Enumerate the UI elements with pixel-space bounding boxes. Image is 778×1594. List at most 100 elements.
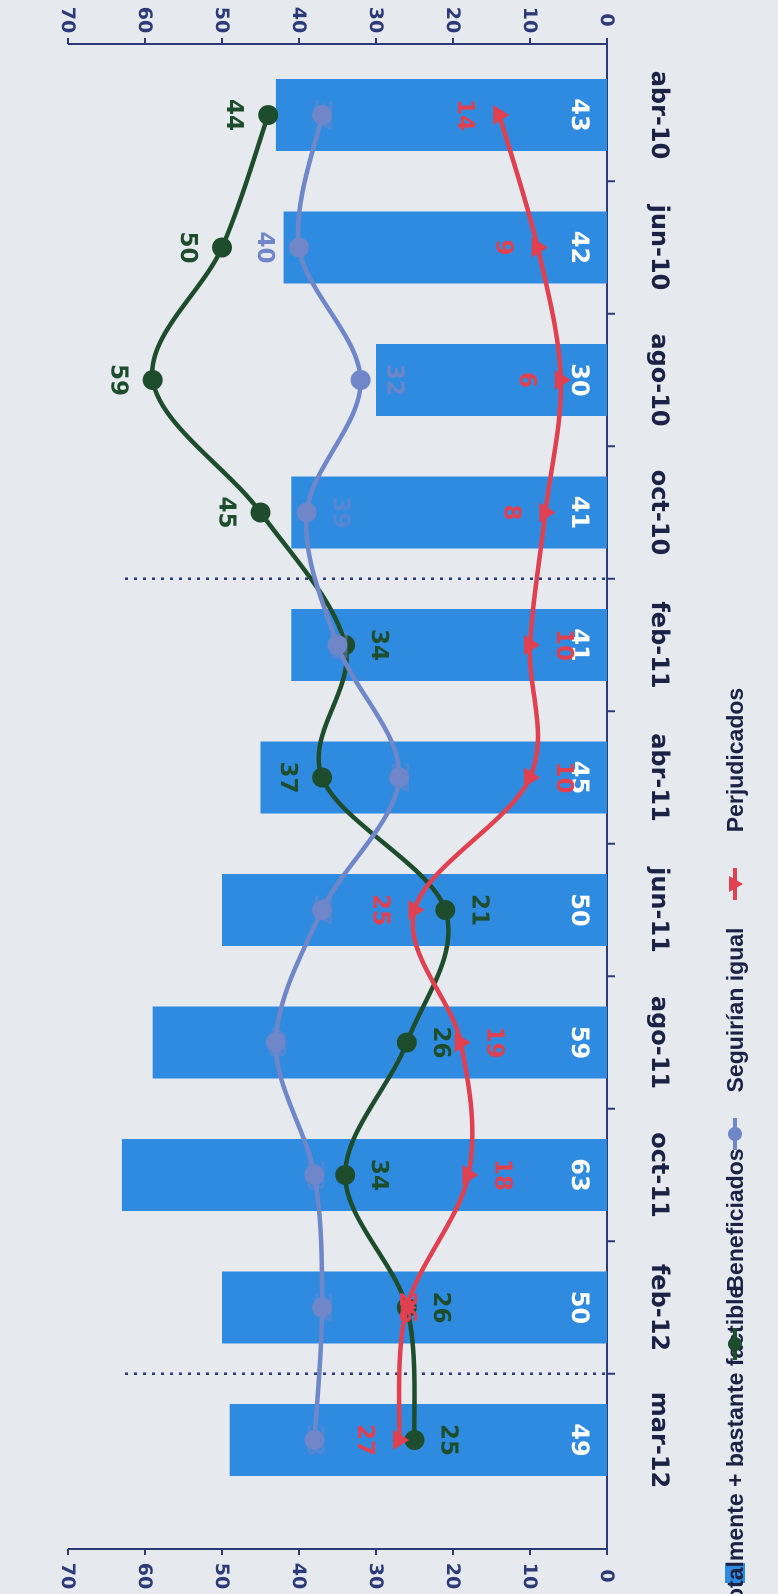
bottom-axis-tick-label: 30 bbox=[365, 1563, 387, 1589]
data-label-seguir-an-igual: 39 bbox=[328, 496, 354, 528]
bottom-axis-tick-label: 50 bbox=[211, 1563, 233, 1589]
data-label-perjudicados: 19 bbox=[482, 1026, 508, 1058]
data-label-perjudicados: 8 bbox=[498, 504, 524, 520]
data-label-perjudicados: 6 bbox=[514, 372, 540, 388]
bar-value-label: 43 bbox=[566, 98, 594, 131]
bar-value-label: 50 bbox=[566, 1291, 594, 1324]
data-label-seguir-an-igual: 37 bbox=[309, 99, 335, 131]
data-point-marker bbox=[454, 1032, 471, 1053]
top-axis-tick-label: 50 bbox=[211, 7, 233, 33]
bar-ago-11 bbox=[152, 1006, 607, 1079]
data-point-marker bbox=[524, 635, 540, 655]
data-label-beneficiados: 26 bbox=[428, 1291, 454, 1323]
category-label-jun-11: jun-11 bbox=[646, 866, 674, 953]
legend-label-seguir-an-igual: Seguirían igual bbox=[722, 928, 748, 1093]
data-point-marker bbox=[289, 237, 309, 258]
legend-label-beneficiados: Beneficiados bbox=[722, 1148, 748, 1291]
data-label-beneficiados: 59 bbox=[106, 364, 132, 396]
bar-value-label: 49 bbox=[566, 1423, 594, 1456]
data-point-marker bbox=[142, 370, 163, 390]
data-point-marker bbox=[312, 105, 333, 125]
data-point-marker bbox=[389, 767, 410, 788]
data-label-beneficiados: 25 bbox=[436, 1424, 462, 1456]
top-axis-tick-label: 0 bbox=[596, 13, 618, 26]
category-label-jun-10: jun-10 bbox=[646, 204, 674, 291]
data-point-marker bbox=[335, 1165, 356, 1185]
data-label-beneficiados: 50 bbox=[175, 231, 201, 263]
top-axis-tick-label: 20 bbox=[442, 7, 464, 33]
data-label-perjudicados: 10 bbox=[551, 629, 577, 661]
bottom-axis-tick-label: 40 bbox=[288, 1563, 310, 1589]
data-point-marker bbox=[393, 1430, 410, 1450]
data-label-beneficiados: 26 bbox=[428, 1026, 454, 1058]
bar-jun-10 bbox=[283, 211, 607, 284]
data-point-marker bbox=[408, 900, 425, 920]
bar-value-label: 63 bbox=[566, 1158, 594, 1191]
data-point-marker bbox=[304, 1165, 325, 1185]
data-label-seguir-an-igual: 35 bbox=[325, 629, 351, 661]
data-point-marker bbox=[304, 1430, 325, 1450]
data-point-marker bbox=[531, 237, 548, 258]
data-label-seguir-an-igual: 43 bbox=[263, 1026, 289, 1058]
top-axis-tick-label: 30 bbox=[365, 7, 387, 33]
data-label-perjudicados: 27 bbox=[352, 1424, 378, 1456]
category-label-feb-12: feb-12 bbox=[646, 1264, 674, 1351]
data-point-marker bbox=[258, 105, 279, 125]
data-point-marker bbox=[539, 502, 556, 523]
bar-oct-11 bbox=[121, 1139, 608, 1211]
data-label-seguir-an-igual: 27 bbox=[386, 761, 412, 793]
legend-swatch-totalmente-bastante-factible bbox=[725, 1563, 745, 1583]
category-label-ago-10: ago-10 bbox=[646, 333, 674, 426]
bar-value-label: 50 bbox=[566, 893, 594, 926]
data-point-marker bbox=[396, 1032, 417, 1053]
bar-value-label: 41 bbox=[566, 628, 594, 661]
data-label-seguir-an-igual: 38 bbox=[301, 1159, 327, 1191]
data-point-marker bbox=[327, 635, 348, 655]
bar-value-label: 41 bbox=[566, 496, 594, 529]
bottom-axis-tick-label: 60 bbox=[134, 1563, 156, 1589]
data-label-seguir-an-igual: 38 bbox=[301, 1424, 327, 1456]
data-label-perjudicados: 9 bbox=[491, 239, 517, 255]
data-label-perjudicados: 10 bbox=[551, 761, 577, 793]
data-point-marker bbox=[524, 767, 540, 788]
category-label-oct-11: oct-11 bbox=[646, 1132, 674, 1218]
data-point-marker bbox=[400, 1297, 417, 1318]
data-label-perjudicados: 25 bbox=[368, 894, 394, 926]
data-point-marker bbox=[312, 1297, 333, 1318]
data-label-perjudicados: 18 bbox=[489, 1159, 515, 1191]
legend-marker bbox=[728, 1127, 742, 1141]
top-axis-tick-label: 60 bbox=[134, 7, 156, 33]
category-label-oct-10: oct-10 bbox=[646, 470, 674, 556]
data-label-perjudicados: 14 bbox=[452, 99, 478, 131]
data-point-marker bbox=[312, 767, 333, 788]
bottom-axis-tick-label: 70 bbox=[57, 1563, 79, 1589]
bar-value-label: 42 bbox=[566, 231, 594, 264]
category-label-feb-11: feb-11 bbox=[646, 601, 674, 688]
data-point-marker bbox=[493, 105, 510, 125]
data-label-beneficiados: 21 bbox=[466, 894, 492, 926]
category-label-mar-12: mar-12 bbox=[646, 1392, 674, 1488]
data-label-seguir-an-igual: 37 bbox=[309, 894, 335, 926]
data-label-seguir-an-igual: 32 bbox=[382, 364, 408, 396]
data-label-perjudicados: 26 bbox=[394, 1291, 420, 1323]
series-line-perjudicados bbox=[396, 114, 564, 1441]
top-axis-tick-label: 40 bbox=[288, 7, 310, 33]
data-label-beneficiados: 34 bbox=[366, 1159, 392, 1191]
data-point-marker bbox=[404, 1430, 425, 1450]
category-label-abr-11: abr-11 bbox=[646, 733, 674, 822]
data-point-marker bbox=[435, 900, 456, 920]
data-point-marker bbox=[312, 900, 333, 920]
top-axis-tick-label: 10 bbox=[519, 7, 541, 33]
bar-value-label: 59 bbox=[566, 1026, 594, 1059]
data-point-marker bbox=[554, 370, 571, 390]
category-label-abr-10: abr-10 bbox=[646, 71, 674, 160]
data-point-marker bbox=[350, 370, 371, 390]
data-point-marker bbox=[250, 502, 271, 523]
legend-marker bbox=[729, 876, 743, 892]
data-point-marker bbox=[212, 237, 232, 258]
data-label-seguir-an-igual: 40 bbox=[252, 231, 278, 263]
data-point-marker bbox=[462, 1165, 479, 1185]
legend-marker bbox=[728, 1337, 742, 1351]
data-point-marker bbox=[265, 1032, 286, 1053]
